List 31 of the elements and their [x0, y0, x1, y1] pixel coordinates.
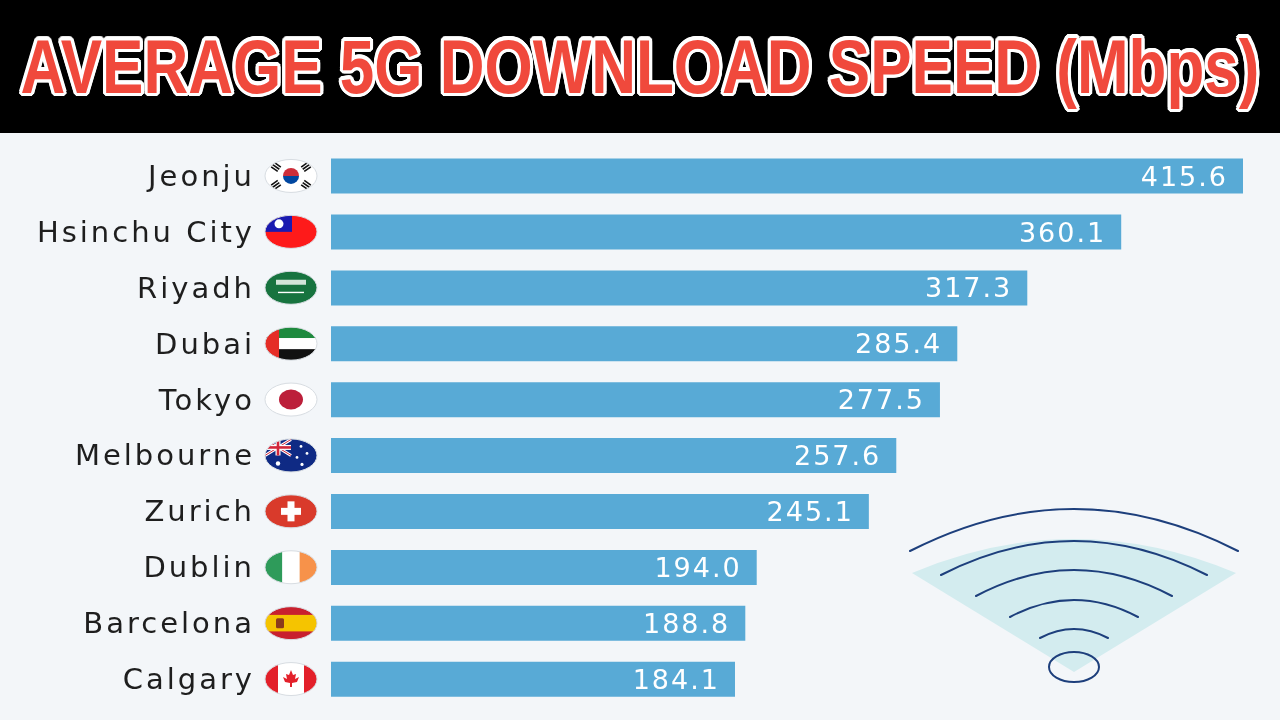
y-tick-label: Zurich — [144, 494, 255, 529]
data-label: 285.4 — [854, 328, 943, 360]
y-tick-label: Melbourne — [74, 438, 255, 473]
bar — [331, 549, 757, 585]
y-tick-label: Riyadh — [137, 270, 255, 305]
data-label: 277.5 — [837, 384, 925, 416]
data-label: 245.1 — [766, 496, 854, 528]
chart-title: AVERAGE 5G DOWNLOAD SPEED (Mbps) — [20, 23, 1260, 108]
y-tick-label: Jeonju — [146, 158, 255, 193]
bar — [331, 382, 940, 418]
y-tick-label: Barcelona — [83, 606, 255, 641]
bar — [331, 214, 1122, 250]
bar — [331, 270, 1028, 306]
data-label: 194.0 — [654, 551, 742, 583]
y-tick-label: Tokyo — [157, 382, 255, 417]
data-label: 188.8 — [643, 607, 731, 639]
data-label: 415.6 — [1140, 160, 1228, 192]
bar — [331, 158, 1243, 194]
y-tick-label: Hsinchu City — [36, 214, 255, 249]
data-label: 317.3 — [924, 272, 1013, 304]
bar — [331, 661, 735, 697]
y-tick-label: Dubai — [155, 326, 255, 361]
data-label: 360.1 — [1018, 216, 1107, 248]
bar — [331, 326, 958, 362]
bar — [331, 494, 869, 530]
bar — [331, 438, 897, 474]
y-tick-label: Calgary — [122, 662, 255, 697]
data-label: 184.1 — [632, 663, 720, 695]
y-tick-label: Dublin — [143, 550, 255, 585]
data-label: 257.6 — [793, 440, 882, 472]
bar — [331, 605, 746, 641]
